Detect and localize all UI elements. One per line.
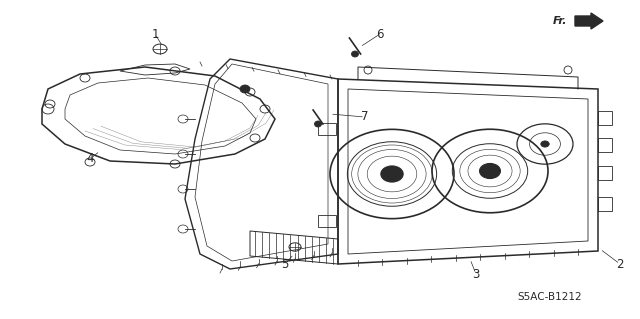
Ellipse shape xyxy=(381,166,403,182)
Bar xyxy=(318,122,336,135)
Ellipse shape xyxy=(479,163,500,179)
Bar xyxy=(598,138,612,152)
Text: 4: 4 xyxy=(86,152,93,166)
Ellipse shape xyxy=(314,121,321,127)
Ellipse shape xyxy=(351,51,358,57)
Text: 2: 2 xyxy=(616,257,624,271)
Text: 1: 1 xyxy=(151,27,159,41)
Text: 3: 3 xyxy=(472,268,480,280)
Bar xyxy=(318,215,336,227)
Text: 5: 5 xyxy=(282,257,289,271)
Text: 6: 6 xyxy=(376,27,384,41)
Text: Fr.: Fr. xyxy=(552,16,567,26)
Text: 7: 7 xyxy=(361,110,369,123)
Ellipse shape xyxy=(541,141,549,147)
Bar xyxy=(598,197,612,211)
FancyArrow shape xyxy=(575,13,603,29)
Bar xyxy=(598,166,612,180)
Bar xyxy=(598,110,612,124)
Text: S5AC-B1212: S5AC-B1212 xyxy=(518,292,582,302)
Ellipse shape xyxy=(240,85,250,93)
